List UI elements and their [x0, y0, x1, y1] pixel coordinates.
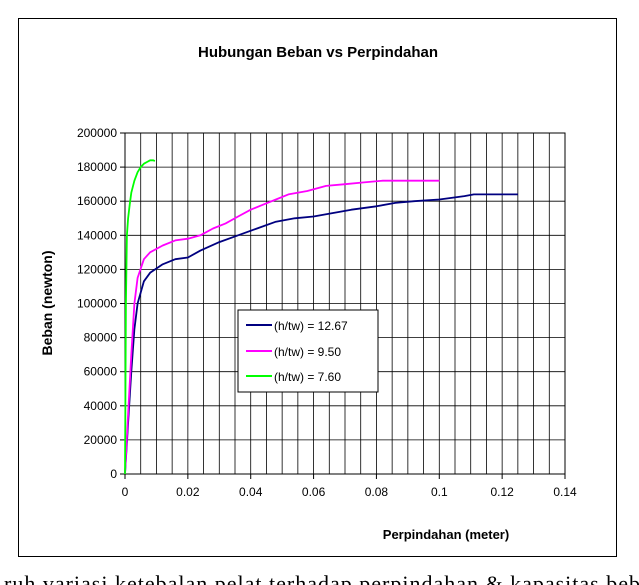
y-tick-label: 100000 [77, 297, 117, 311]
legend-label: (h/tw) = 7.60 [274, 370, 341, 384]
x-tick-label: 0.08 [365, 485, 389, 499]
y-tick-label: 20000 [84, 433, 118, 447]
series-lines [124, 159, 518, 475]
x-axis-label: Perpindahan (meter) [383, 527, 509, 542]
y-tick-label: 140000 [77, 228, 117, 242]
y-tick-label: 200000 [77, 126, 117, 140]
y-axis-label: Beban (newton) [39, 251, 55, 356]
series-line [124, 179, 440, 475]
x-tick-label: 0.06 [302, 485, 326, 499]
y-tick-label: 160000 [77, 194, 117, 208]
x-tick-label: 0.04 [239, 485, 263, 499]
legend: (h/tw) = 12.67 (h/tw) = 9.50 (h/tw) = 7.… [237, 309, 379, 393]
grid [125, 132, 565, 475]
x-tick-label: 0.1 [431, 485, 448, 499]
legend-entry: (h/tw) = 12.67 [246, 319, 348, 333]
chart-title: Hubungan Beban vs Perpindahan [198, 44, 438, 61]
chart-frame [18, 18, 617, 557]
y-tick-label: 180000 [77, 160, 117, 174]
axes: 0 20000 40000 60000 80000 100000 120000 140000 1… [77, 126, 577, 499]
series-line [124, 193, 518, 475]
x-tick-label: 0.02 [176, 485, 200, 499]
legend-label: (h/tw) = 12.67 [274, 319, 348, 333]
caption-text: ruh variasi ketebalan pelat terhadap per… [4, 571, 639, 585]
y-tick-label: 120000 [77, 262, 117, 276]
x-tick-label: 0 [122, 485, 129, 499]
y-tick-label: 80000 [84, 331, 118, 345]
series-line [124, 159, 156, 475]
legend-entry: (h/tw) = 9.50 [246, 345, 341, 359]
x-tick-label: 0.14 [553, 485, 577, 499]
y-tick-label: 0 [110, 467, 117, 481]
x-tick-label: 0.12 [490, 485, 514, 499]
y-tick-label: 60000 [84, 365, 118, 379]
caption-strip: ruh variasi ketebalan pelat terhadap per… [0, 561, 639, 585]
y-tick-label: 40000 [84, 399, 118, 413]
line-chart: Hubungan Beban vs Perpindahan 0 20000 4000… [39, 44, 577, 542]
legend-label: (h/tw) = 9.50 [274, 345, 341, 359]
legend-entry: (h/tw) = 7.60 [246, 370, 341, 384]
